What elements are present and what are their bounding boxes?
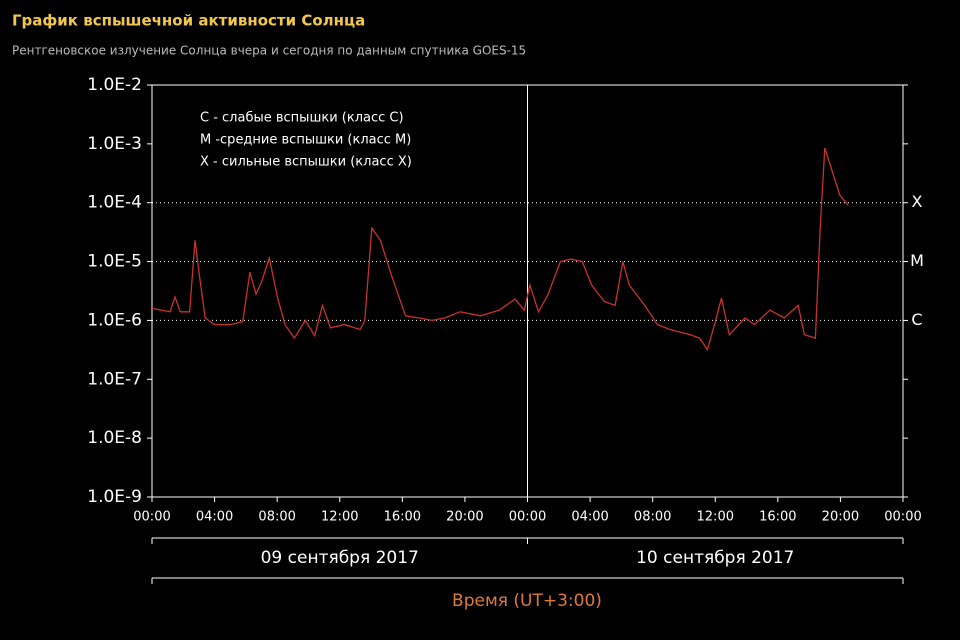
y-tick-label: 1.0E-3 <box>87 134 142 154</box>
legend-text: M -средние вспышки (класс M) <box>200 133 411 148</box>
x-tick-label: 04:00 <box>571 510 608 525</box>
x-tick-label: 08:00 <box>634 510 671 525</box>
x-axis-label: Время (UT+3:00) <box>452 591 602 611</box>
class-label: X <box>912 192 923 211</box>
chart-title: График вспышечной активности Солнца <box>12 12 365 30</box>
y-tick-label: 1.0E-7 <box>87 369 142 389</box>
y-tick-label: 1.0E-4 <box>87 193 142 213</box>
x-tick-label: 20:00 <box>822 510 859 525</box>
date-label: 09 сентября 2017 <box>261 548 419 568</box>
legend-text: C - слабые вспышки (класс C) <box>200 111 404 126</box>
x-tick-label: 00:00 <box>509 510 546 525</box>
x-tick-label: 16:00 <box>759 510 796 525</box>
class-label: M <box>910 251 924 270</box>
legend-text: X - сильные вспышки (класс X) <box>200 155 412 170</box>
x-tick-label: 16:00 <box>384 510 421 525</box>
chart-subtitle: Рентгеновское излучение Солнца вчера и с… <box>12 44 526 58</box>
y-tick-label: 1.0E-2 <box>87 75 142 95</box>
x-tick-label: 00:00 <box>133 510 170 525</box>
date-label: 10 сентября 2017 <box>636 548 794 568</box>
x-tick-label: 08:00 <box>258 510 295 525</box>
y-tick-label: 1.0E-9 <box>87 487 142 507</box>
x-tick-label: 20:00 <box>446 510 483 525</box>
y-tick-label: 1.0E-8 <box>87 428 142 448</box>
x-tick-label: 00:00 <box>884 510 921 525</box>
x-tick-label: 12:00 <box>321 510 358 525</box>
x-tick-label: 04:00 <box>196 510 233 525</box>
y-tick-label: 1.0E-5 <box>87 252 142 272</box>
y-tick-label: 1.0E-6 <box>87 310 142 330</box>
x-tick-label: 12:00 <box>697 510 734 525</box>
class-label: C <box>911 310 922 329</box>
flux-line <box>151 147 849 352</box>
